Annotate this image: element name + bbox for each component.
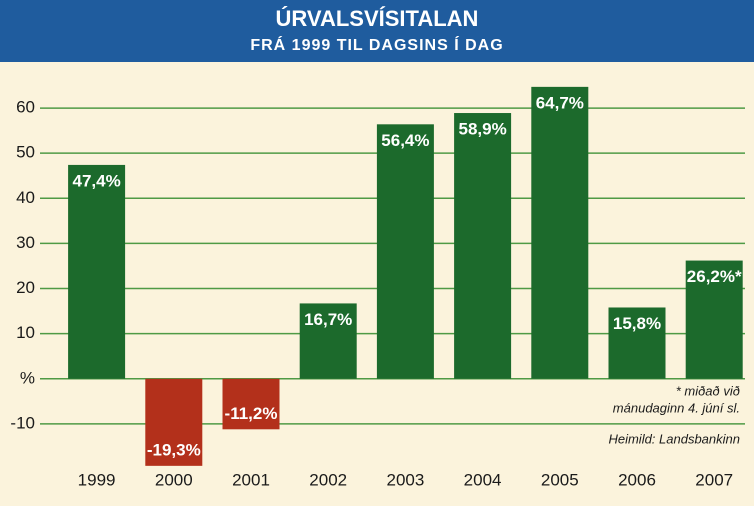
value-label: 58,9% [458, 120, 506, 139]
annotation: Heimild: Landsbankinn [608, 431, 740, 446]
y-tick-label: 60 [16, 98, 35, 117]
x-tick-label: 2006 [618, 470, 656, 489]
annotation: mánudaginn 4. júní sl. [613, 400, 740, 415]
value-label: 47,4% [72, 171, 120, 190]
bar [376, 124, 434, 379]
annotation: * miðað við [676, 383, 740, 398]
chart-title: ÚRVALSVÍSITALAN [276, 6, 479, 31]
y-tick-label: 10 [16, 323, 35, 342]
value-label: -11,2% [225, 404, 278, 423]
bar [608, 307, 666, 379]
value-label: -19,3% [147, 440, 201, 459]
x-tick-label: 2007 [695, 470, 733, 489]
y-tick-label: 40 [16, 188, 35, 207]
y-tick-label: 30 [16, 233, 35, 252]
bar [68, 164, 126, 379]
x-tick-label: 2003 [386, 470, 424, 489]
bar [454, 113, 512, 379]
x-tick-label: 2000 [155, 470, 193, 489]
chart-subtitle: FRÁ 1999 TIL DAGSINS Í DAG [250, 35, 503, 54]
bar [299, 303, 357, 379]
x-tick-label: 2004 [464, 470, 502, 489]
bar [685, 260, 743, 379]
y-tick-label: 50 [16, 143, 35, 162]
value-label: 56,4% [381, 131, 429, 150]
bar [222, 378, 280, 430]
value-label: 15,8% [613, 314, 661, 333]
y-tick-label: 20 [16, 278, 35, 297]
x-tick-label: 2001 [232, 470, 270, 489]
bar [145, 378, 203, 466]
y-tick-label: % [20, 368, 35, 387]
bar [531, 86, 589, 379]
y-tick-label: -10 [10, 413, 35, 432]
title-bar [0, 0, 754, 62]
x-tick-label: 2002 [309, 470, 347, 489]
x-tick-label: 1999 [78, 470, 116, 489]
value-label: 16,7% [304, 310, 352, 329]
x-tick-label: 2005 [541, 470, 579, 489]
value-label: 64,7% [536, 93, 584, 112]
value-label: 26,2%* [687, 267, 742, 286]
